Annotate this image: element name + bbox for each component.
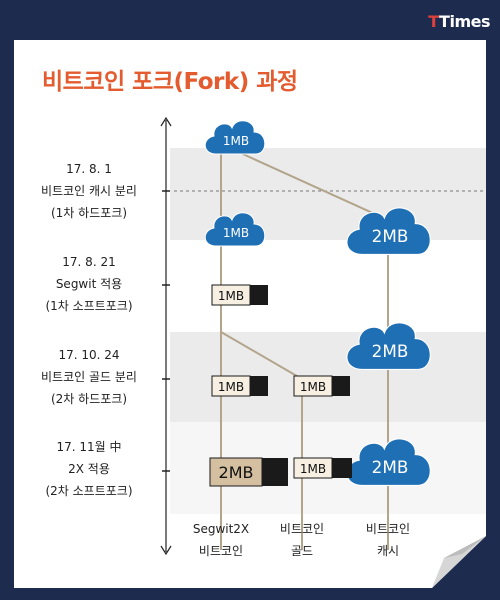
event-label-segwit: 17. 8. 21 Segwit 적용 (1차 소프트포크) <box>45 255 133 313</box>
fork-diagram: 1MB 1MB 2MB 2MB 2MB 1MB 1MB <box>160 116 486 556</box>
branch-line-cash <box>233 149 389 221</box>
node-label: 1MB <box>300 380 326 394</box>
block-node: 1MB <box>211 375 268 397</box>
cloud-node: 2MB <box>346 207 431 256</box>
cloud-node: 2MB <box>346 322 431 371</box>
timeline-arrow-down <box>160 545 172 556</box>
event-label-bch-split: 17. 8. 1 비트코인 캐시 분리 (1차 하드포크) <box>41 162 137 220</box>
node-label: 2MB <box>372 457 409 477</box>
branch-line-gold <box>220 331 303 380</box>
page-curl-corner <box>432 536 486 588</box>
event-label-btg-split: 17. 10. 24 비트코인 골드 분리 (2차 하드포크) <box>41 348 137 406</box>
block-node: 1MB <box>211 284 268 306</box>
node-label: 2MB <box>372 341 409 361</box>
node-label: 1MB <box>300 462 326 476</box>
column-label-cash: 비트코인 캐시 <box>365 522 411 558</box>
node-label: 2MB <box>219 463 254 482</box>
block-node: 1MB <box>293 457 352 479</box>
column-label-segwit2x: Segwit2X 비트코인 <box>192 522 250 558</box>
cloud-node: 1MB <box>204 212 266 247</box>
cloud-node: 2MB <box>346 438 431 487</box>
event-label-2x: 17. 11월 中 2X 적용 (2차 소프트포크) <box>45 440 133 498</box>
node-label: 1MB <box>223 134 249 148</box>
ttimes-logo: TTimes <box>428 12 490 31</box>
block-node-large: 2MB <box>209 457 288 487</box>
infographic-card: 비트코인 포크(Fork) 과정 1MB 1MB <box>14 40 486 588</box>
node-label: 1MB <box>218 289 244 303</box>
page-title: 비트코인 포크(Fork) 과정 <box>42 69 298 95</box>
node-label: 1MB <box>223 226 249 240</box>
cloud-node: 1MB <box>204 120 266 155</box>
node-label: 1MB <box>218 380 244 394</box>
column-label-gold: 비트코인 골드 <box>279 522 325 558</box>
timeline-arrow-up <box>160 116 172 127</box>
block-node: 1MB <box>293 375 350 397</box>
node-label: 2MB <box>372 226 409 246</box>
